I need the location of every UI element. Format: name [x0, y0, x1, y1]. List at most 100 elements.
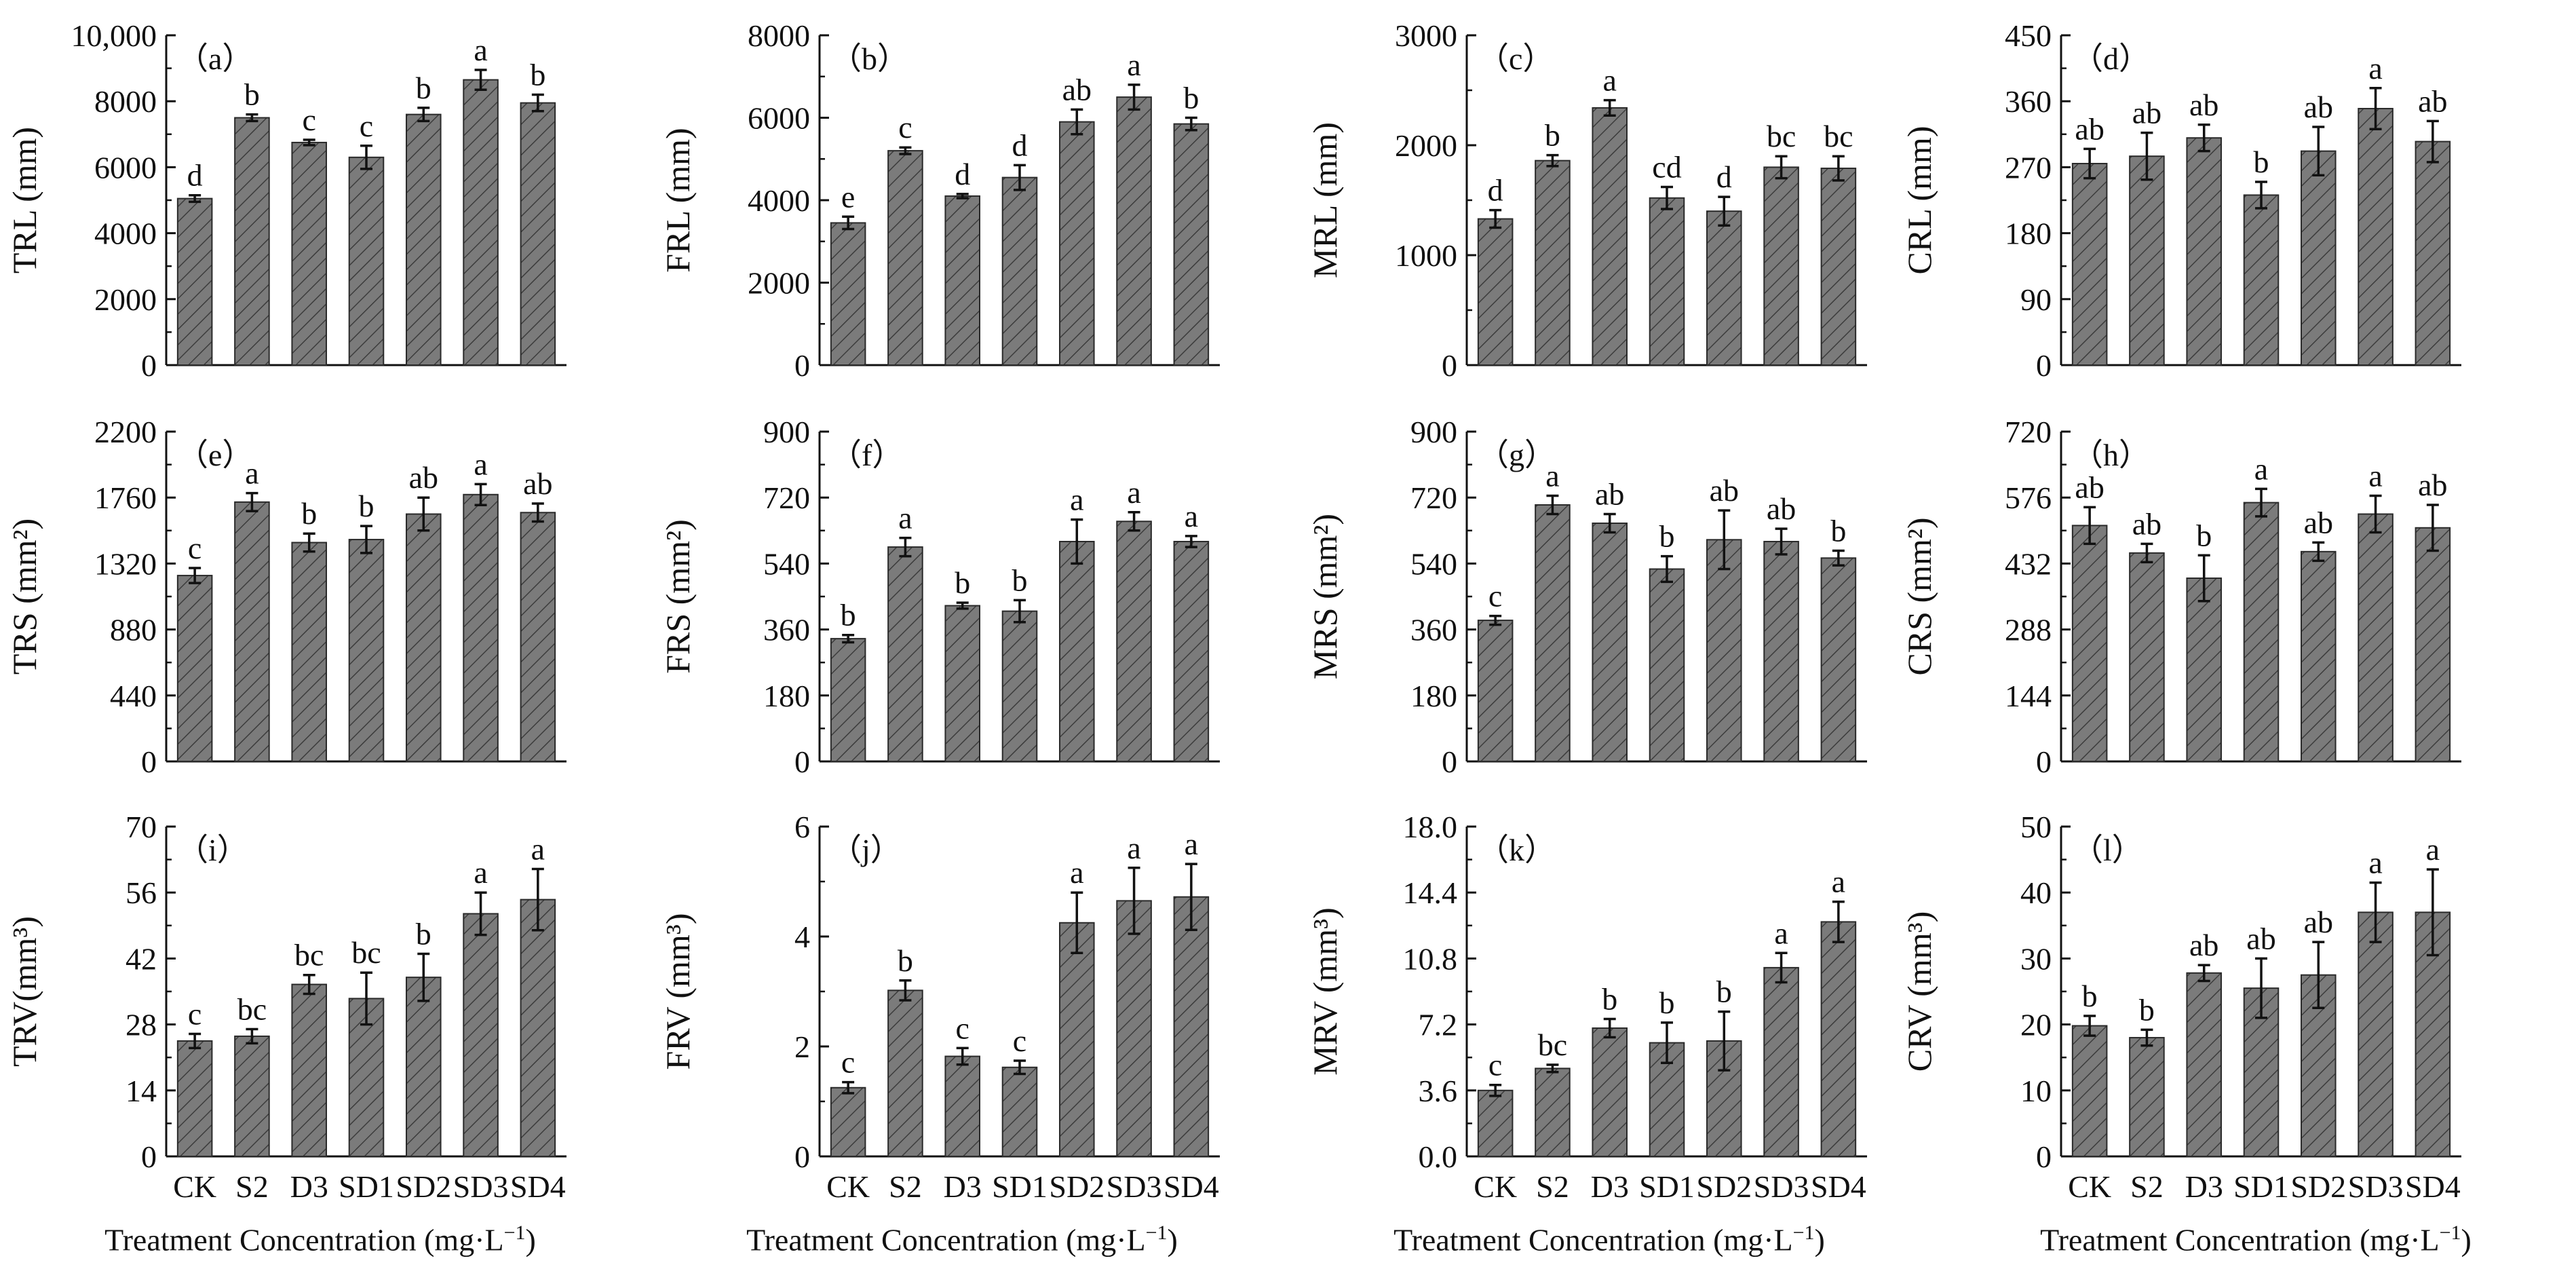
x-tick-label: SD4: [510, 1169, 566, 1204]
significance-letter: d: [1012, 128, 1028, 162]
bar: [944, 1055, 981, 1157]
bar: [2129, 1037, 2165, 1158]
x-tick-label: SD3: [1754, 1169, 1809, 1204]
y-tick-label: 440: [110, 679, 157, 713]
x-tick-label: S2: [235, 1169, 269, 1204]
y-tick-label: 450: [2005, 18, 2052, 53]
panel-9: 0 14 28 42 56 70 TRV(mm³) （i） c CK bc S2 bc D3 bc SD1 b S…: [5, 810, 566, 1204]
significance-letter: b: [841, 598, 856, 632]
bar: [234, 117, 270, 366]
panel-label: （d）: [2072, 41, 2150, 76]
y-tick-label: 6: [794, 810, 810, 844]
y-tick-label: 180: [1410, 679, 1457, 713]
significance-letter: b: [2254, 145, 2269, 179]
y-tick-label: 14.4: [1403, 875, 1458, 910]
significance-letter: a: [245, 456, 258, 491]
bar: [176, 1040, 213, 1158]
y-tick-label: 0: [794, 1139, 810, 1174]
significance-letter: ab: [2189, 928, 2218, 962]
significance-letter: ab: [2075, 111, 2104, 146]
significance-letter: ab: [1062, 72, 1092, 107]
y-axis-label: FRS (mm²): [659, 519, 697, 674]
y-tick-label: 3.6: [1419, 1074, 1458, 1108]
significance-letter: b: [416, 71, 431, 105]
x-tick-label: SD1: [2233, 1169, 2289, 1204]
panel-label: （f）: [830, 438, 903, 472]
y-axis-label: MRS (mm²): [1306, 514, 1344, 679]
bar: [1706, 210, 1742, 366]
y-tick-label: 8000: [748, 18, 810, 53]
significance-letter: ab: [2246, 921, 2275, 956]
y-tick-label: 6000: [94, 150, 157, 185]
y-tick-label: 540: [763, 546, 810, 581]
significance-letter: c: [841, 1045, 855, 1080]
significance-letter: c: [1488, 1048, 1502, 1082]
y-tick-label: 0: [1442, 348, 1457, 383]
bar: [1763, 541, 1799, 762]
y-tick-label: 30: [2020, 941, 2052, 976]
significance-letter: ab: [2132, 96, 2161, 130]
significance-letter: c: [188, 531, 201, 565]
x-tick-label: CK: [2068, 1169, 2111, 1204]
x-tick-label: CK: [1474, 1169, 1517, 1204]
bar: [2301, 150, 2337, 366]
significance-letter: a: [1127, 475, 1140, 510]
significance-letter: a: [2426, 832, 2440, 867]
significance-letter: a: [1127, 831, 1140, 865]
bar: [1820, 168, 1857, 366]
bar: [1592, 107, 1628, 366]
y-axis-label: CRV (mm³): [1900, 911, 1938, 1072]
panel-label: （g）: [1478, 438, 1556, 472]
bar: [2415, 527, 2451, 762]
significance-letter: bc: [294, 938, 324, 972]
significance-letter: c: [956, 1010, 969, 1045]
x-axis-title-4: Treatment Concentration (mg·L−1): [2040, 1222, 2472, 1257]
significance-letter: a: [1545, 459, 1559, 493]
x-tick-label: D3: [2185, 1169, 2223, 1204]
x-axis-title-3: Treatment Concentration (mg·L−1): [1393, 1222, 1825, 1257]
significance-letter: a: [1185, 499, 1198, 533]
significance-letter: bc: [1767, 119, 1796, 153]
y-axis-label: TRS (mm²): [5, 518, 43, 675]
bar: [291, 542, 327, 762]
significance-letter: bc: [237, 992, 267, 1027]
panel-10: 0 2 4 6 FRV (mm³) （j） c CK b S2 c D3 c SD1 a SD2 a SD3 a SD…: [659, 810, 1220, 1204]
bar: [406, 113, 442, 366]
panel-label: （j）: [830, 833, 902, 867]
significance-letter: ab: [2075, 470, 2104, 504]
y-tick-label: 1760: [94, 480, 157, 515]
y-tick-label: 0: [2036, 744, 2052, 779]
y-tick-label: 0: [2036, 348, 2052, 383]
significance-letter: b: [2196, 518, 2212, 552]
significance-letter: a: [531, 831, 545, 866]
panel-label: （h）: [2072, 438, 2150, 472]
significance-letter: b: [1602, 982, 1617, 1017]
x-tick-label: D3: [1591, 1169, 1629, 1204]
significance-letter: ab: [1710, 473, 1739, 508]
bar: [520, 899, 556, 1157]
y-tick-label: 70: [126, 810, 157, 844]
y-tick-label: 20: [2020, 1008, 2052, 1042]
bar: [348, 539, 385, 763]
y-tick-label: 0: [141, 348, 157, 383]
significance-letter: b: [359, 489, 374, 523]
y-axis-label: MRL (mm): [1306, 122, 1344, 278]
panel-label: （b）: [830, 41, 908, 76]
y-axis-label: TRV(mm³): [5, 916, 43, 1067]
y-tick-label: 2200: [94, 415, 157, 449]
bar: [944, 605, 981, 762]
bar: [234, 501, 270, 762]
y-tick-label: 10: [2020, 1074, 2052, 1108]
significance-letter: ab: [2132, 506, 2161, 541]
significance-letter: a: [474, 33, 487, 67]
bar: [176, 197, 213, 366]
bar: [176, 575, 213, 763]
significance-letter: a: [2368, 51, 2382, 86]
significance-letter: b: [1012, 563, 1028, 597]
y-axis-label: CRS (mm²): [1900, 517, 1938, 675]
bar: [1477, 218, 1514, 366]
y-tick-label: 0: [1442, 744, 1457, 779]
significance-letter: a: [898, 501, 912, 535]
significance-letter: ab: [2304, 505, 2333, 540]
x-tick-label: SD3: [1107, 1169, 1162, 1204]
